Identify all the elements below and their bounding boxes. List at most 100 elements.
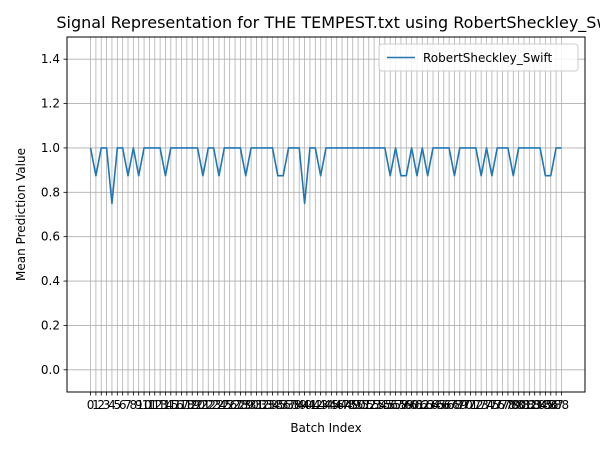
- y-tick-label: 1.0: [41, 141, 60, 155]
- x-tick-label: 81: [516, 398, 531, 412]
- x-tick-label: 54: [372, 398, 387, 412]
- x-tick-label: 15: [163, 398, 178, 412]
- x-tick-label: 88: [554, 398, 569, 412]
- chart-title: Signal Representation for THE TEMPEST.tx…: [56, 13, 600, 33]
- x-tick-label: 69: [452, 398, 467, 412]
- x-tick-label: 35: [270, 398, 285, 412]
- x-tick-label: 44: [318, 398, 333, 412]
- x-tick-label: 21: [195, 398, 210, 412]
- x-tick-label: 86: [543, 398, 558, 412]
- x-tick-label: 37: [281, 398, 296, 412]
- x-tick-label: 85: [538, 398, 553, 412]
- x-tick-label: 34: [265, 398, 280, 412]
- y-tick-label: 0.6: [41, 230, 60, 244]
- x-tick-label: 11: [142, 398, 157, 412]
- x-tick-label: 62: [415, 398, 430, 412]
- x-tick-label: 45: [324, 398, 339, 412]
- x-tick-label: 56: [383, 398, 398, 412]
- x-tick-label: 8: [130, 398, 138, 412]
- x-tick-label: 76: [490, 398, 505, 412]
- x-tick-label: 5: [113, 398, 121, 412]
- y-tick-label: 0.4: [41, 274, 60, 288]
- x-tick-label: 79: [506, 398, 521, 412]
- x-tick-label: 83: [527, 398, 542, 412]
- x-tick-label: 18: [179, 398, 194, 412]
- x-tick-label: 13: [152, 398, 167, 412]
- x-tick-label: 6: [119, 398, 127, 412]
- x-grid-lines: [90, 37, 562, 392]
- x-tick-label: 38: [286, 398, 301, 412]
- x-tick-label: 82: [522, 398, 537, 412]
- y-axis-label: Mean Prediction Value: [14, 148, 28, 281]
- x-tick-label: 29: [238, 398, 253, 412]
- x-tick-label: 19: [185, 398, 200, 412]
- x-tick-label: 63: [420, 398, 435, 412]
- x-tick-label: 22: [201, 398, 216, 412]
- x-tick-label: 9: [135, 398, 143, 412]
- y-tick-label: 0.0: [41, 363, 60, 377]
- x-tick-label: 68: [447, 398, 462, 412]
- x-tick-label: 59: [399, 398, 414, 412]
- y-tick-label: 0.8: [41, 185, 60, 199]
- x-tick-label: 75: [484, 398, 499, 412]
- y-tick-label: 1.2: [41, 97, 60, 111]
- series-layer: [89, 147, 562, 205]
- legend: RobertSheckley_Swift: [378, 43, 579, 72]
- x-tick-label: 16: [169, 398, 184, 412]
- legend-box: [378, 43, 579, 72]
- x-tick-label: 55: [377, 398, 392, 412]
- x-tick-label: 57: [388, 398, 403, 412]
- x-tick-label: 32: [254, 398, 269, 412]
- x-tick-label: 67: [441, 398, 456, 412]
- x-tick-label: 51: [356, 398, 371, 412]
- x-tick-label: 4: [108, 398, 116, 412]
- x-tick-label: 27: [227, 398, 242, 412]
- x-tick-label: 43: [313, 398, 328, 412]
- x-tick-label: 78: [500, 398, 515, 412]
- x-tick-label: 71: [463, 398, 478, 412]
- x-tick-label: 77: [495, 398, 510, 412]
- x-tick-label: 30: [243, 398, 258, 412]
- y-ticks: 0.0 0.2 0.4 0.6 0.8 1.0 1.2 1.4: [41, 52, 67, 377]
- x-tick-label: 70: [457, 398, 472, 412]
- x-tick-label: 52: [361, 398, 376, 412]
- series-line: [89, 147, 562, 205]
- x-tick-label: 42: [308, 398, 323, 412]
- x-tick-label: 23: [206, 398, 221, 412]
- y-tick-label: 0.2: [41, 318, 60, 332]
- x-tick-label: 20: [190, 398, 205, 412]
- x-tick-label: 87: [548, 398, 563, 412]
- x-axis-label: Batch Index: [290, 421, 361, 435]
- x-tick-label: 0: [87, 398, 95, 412]
- x-tick-label: 26: [222, 398, 237, 412]
- x-tick-label: 47: [334, 398, 349, 412]
- x-tick-label: 72: [468, 398, 483, 412]
- x-tick-label: 84: [532, 398, 547, 412]
- x-tick-label: 24: [211, 398, 226, 412]
- x-tick-label: 10: [136, 398, 151, 412]
- x-tick-label: 53: [367, 398, 382, 412]
- x-tick-label: 48: [340, 398, 355, 412]
- y-tick-label: 1.4: [41, 52, 60, 66]
- x-tick-label: 65: [431, 398, 446, 412]
- x-tick-label: 25: [217, 398, 232, 412]
- x-tick-label: 31: [249, 398, 264, 412]
- legend-label: RobertSheckley_Swift: [423, 51, 553, 65]
- x-tick-label: 3: [103, 398, 111, 412]
- x-tick-label: 17: [174, 398, 189, 412]
- x-tick-label: 66: [436, 398, 451, 412]
- x-tick-label: 50: [350, 398, 365, 412]
- x-tick-label: 74: [479, 398, 494, 412]
- x-tick-label: 2: [97, 398, 105, 412]
- x-tick-label: 14: [158, 398, 173, 412]
- x-tick-label: 46: [329, 398, 344, 412]
- x-tick-label: 80: [511, 398, 526, 412]
- x-tick-label: 33: [259, 398, 274, 412]
- x-tick-label: 7: [124, 398, 132, 412]
- x-ticks: 0123456789101112131415161718192021222324…: [87, 392, 569, 412]
- x-tick-label: 39: [292, 398, 307, 412]
- x-tick-label: 40: [297, 398, 312, 412]
- x-tick-label: 1: [92, 398, 100, 412]
- x-tick-label: 73: [474, 398, 489, 412]
